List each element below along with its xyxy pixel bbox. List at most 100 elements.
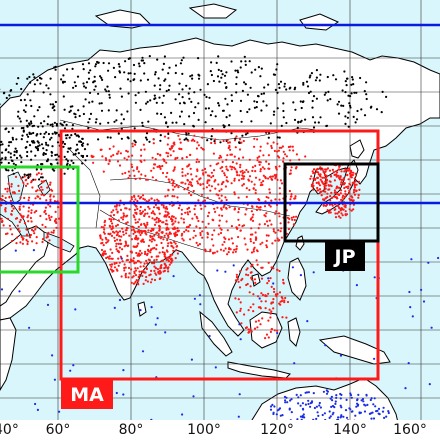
station-dot bbox=[75, 143, 79, 146]
station-dot bbox=[128, 57, 131, 60]
station-dot bbox=[158, 227, 161, 230]
station-dot bbox=[184, 182, 187, 185]
station-dot bbox=[188, 115, 191, 118]
station-dot bbox=[181, 96, 184, 99]
station-dot bbox=[239, 309, 242, 312]
station-dot bbox=[8, 224, 11, 227]
station-dot bbox=[102, 226, 105, 229]
station-dot bbox=[230, 94, 233, 97]
station-dot bbox=[251, 216, 254, 219]
station-dot bbox=[116, 223, 119, 226]
station-dot bbox=[119, 199, 122, 202]
station-dot bbox=[276, 91, 279, 94]
station-dot bbox=[333, 173, 336, 176]
station-dot bbox=[280, 124, 283, 127]
station-dot bbox=[213, 207, 216, 210]
station-dot bbox=[118, 164, 122, 167]
station-dot bbox=[225, 116, 228, 119]
station-dot bbox=[214, 138, 217, 141]
station-dot bbox=[339, 392, 342, 396]
station-dot bbox=[267, 234, 270, 237]
station-dot bbox=[133, 230, 136, 233]
station-dot bbox=[111, 226, 114, 230]
station-dot bbox=[279, 414, 282, 417]
station-dot bbox=[255, 259, 258, 262]
station-dot bbox=[19, 213, 22, 216]
station-dot bbox=[133, 194, 136, 197]
station-dot bbox=[357, 194, 360, 197]
station-dot bbox=[313, 406, 316, 410]
station-dot bbox=[47, 214, 51, 217]
station-dot bbox=[365, 393, 368, 396]
station-dot bbox=[35, 173, 39, 176]
station-dot bbox=[6, 190, 9, 193]
station-dot bbox=[132, 226, 135, 229]
station-dot bbox=[219, 231, 223, 235]
station-dot bbox=[279, 80, 283, 83]
station-dot bbox=[16, 115, 20, 118]
station-dot bbox=[214, 366, 217, 369]
station-dot bbox=[51, 132, 54, 135]
station-dot bbox=[291, 145, 294, 148]
station-dot bbox=[46, 159, 49, 162]
station-dot bbox=[149, 99, 152, 102]
station-dot bbox=[326, 209, 329, 212]
station-dot bbox=[121, 248, 124, 251]
station-dot bbox=[355, 91, 358, 94]
station-dot bbox=[24, 146, 27, 149]
station-dot bbox=[105, 90, 108, 93]
station-dot bbox=[307, 399, 310, 402]
station-dot bbox=[245, 187, 248, 190]
station-dot bbox=[77, 152, 80, 155]
station-dot bbox=[282, 160, 285, 163]
station-dot bbox=[374, 405, 377, 408]
station-dot bbox=[235, 76, 238, 79]
station-dot bbox=[43, 210, 46, 214]
station-dot bbox=[160, 264, 163, 267]
station-dot bbox=[187, 139, 190, 142]
station-dot bbox=[352, 115, 355, 118]
station-dot bbox=[340, 414, 343, 417]
station-dot bbox=[87, 121, 90, 124]
station-dot bbox=[140, 154, 143, 157]
station-dot bbox=[26, 155, 29, 158]
station-dot bbox=[370, 417, 373, 420]
station-dot bbox=[273, 329, 276, 332]
station-dot bbox=[142, 282, 145, 285]
station-dot bbox=[188, 181, 192, 184]
station-dot bbox=[254, 189, 257, 192]
station-dot bbox=[193, 139, 196, 143]
station-dot bbox=[285, 88, 288, 91]
station-dot bbox=[218, 80, 221, 83]
station-dot bbox=[44, 212, 48, 215]
station-dot bbox=[334, 212, 337, 215]
station-dot bbox=[21, 238, 24, 241]
station-dot bbox=[187, 225, 190, 229]
station-dot bbox=[284, 401, 287, 404]
station-dot bbox=[63, 108, 66, 111]
station-dot bbox=[107, 232, 110, 235]
station-dot bbox=[420, 288, 423, 291]
station-dot bbox=[282, 278, 285, 281]
station-dot bbox=[340, 212, 343, 215]
station-dot bbox=[353, 191, 356, 194]
station-dot bbox=[182, 218, 185, 221]
station-dot bbox=[116, 269, 119, 272]
station-dot bbox=[204, 226, 207, 229]
station-dot bbox=[116, 160, 120, 163]
station-dot bbox=[278, 215, 281, 218]
station-dot bbox=[103, 232, 106, 235]
station-dot bbox=[173, 195, 176, 198]
station-dot bbox=[27, 199, 30, 202]
station-dot bbox=[223, 74, 227, 77]
station-dot bbox=[272, 307, 275, 310]
station-dot bbox=[39, 132, 42, 135]
station-dot bbox=[203, 199, 207, 202]
station-dot bbox=[166, 244, 169, 248]
station-dot bbox=[219, 227, 222, 230]
station-dot bbox=[337, 100, 341, 103]
station-dot bbox=[19, 196, 22, 199]
station-dot bbox=[193, 229, 196, 232]
station-dot bbox=[216, 206, 219, 209]
station-dot bbox=[230, 132, 233, 135]
